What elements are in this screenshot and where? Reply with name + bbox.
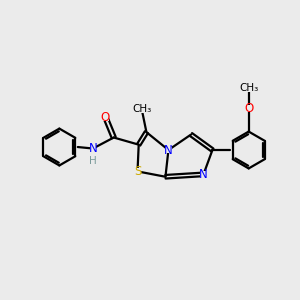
Text: CH₃: CH₃ [132, 104, 151, 114]
Text: N: N [88, 142, 97, 155]
Text: S: S [134, 165, 141, 178]
Bar [90, 158, 96, 164]
Bar [245, 105, 252, 112]
Bar [134, 168, 141, 175]
Bar [165, 147, 172, 153]
Bar [90, 145, 96, 152]
Bar [243, 85, 255, 92]
Text: CH₃: CH₃ [239, 83, 258, 93]
Bar [102, 114, 109, 121]
Bar [200, 171, 207, 178]
Text: N: N [164, 143, 173, 157]
Text: O: O [101, 111, 110, 124]
Text: O: O [244, 102, 253, 115]
Text: N: N [199, 168, 208, 181]
Bar [136, 105, 148, 112]
Text: H: H [89, 156, 97, 166]
